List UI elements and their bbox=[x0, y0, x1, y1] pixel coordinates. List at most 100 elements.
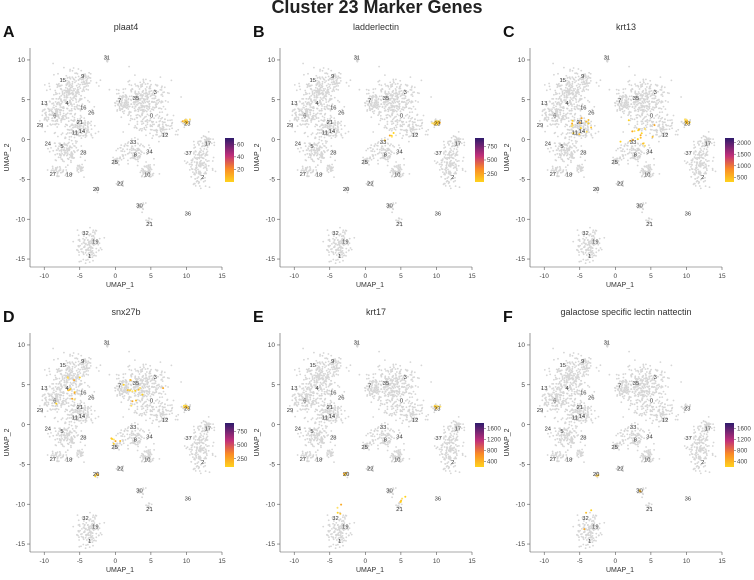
cell-point bbox=[378, 79, 381, 82]
cell-point bbox=[160, 101, 163, 104]
cell-point bbox=[59, 98, 62, 101]
cell-point bbox=[141, 123, 143, 125]
cluster-label: 20 bbox=[343, 187, 349, 193]
cell-point bbox=[328, 251, 330, 254]
cell-point bbox=[129, 119, 132, 122]
cell-point bbox=[74, 91, 77, 94]
cell-point bbox=[136, 116, 139, 119]
cell-point bbox=[210, 142, 213, 145]
cell-point bbox=[75, 142, 77, 144]
cell-point bbox=[321, 115, 324, 118]
cell-point bbox=[66, 92, 68, 94]
cell-point bbox=[98, 249, 100, 252]
cell-point bbox=[394, 101, 397, 104]
cell-point bbox=[315, 96, 318, 99]
cell-point bbox=[456, 160, 459, 163]
cell-point bbox=[555, 97, 558, 100]
cell-point bbox=[628, 79, 631, 82]
cell-point bbox=[369, 95, 371, 97]
cell-point bbox=[333, 176, 335, 179]
cell-point bbox=[71, 76, 74, 78]
cell-point bbox=[332, 251, 334, 254]
cell-point bbox=[312, 114, 314, 117]
cell-point bbox=[408, 115, 411, 118]
cell-point bbox=[66, 107, 68, 110]
cell-point bbox=[338, 261, 341, 263]
cell-point bbox=[552, 123, 554, 126]
cell-point bbox=[460, 142, 463, 145]
cell-point bbox=[174, 133, 177, 136]
cell-point bbox=[69, 102, 72, 104]
cell-point bbox=[452, 164, 455, 167]
cell-point bbox=[646, 113, 649, 116]
cell-point bbox=[149, 117, 152, 120]
cell-point bbox=[313, 151, 316, 154]
x-tick-label: 5 bbox=[649, 273, 653, 280]
cell-point bbox=[327, 234, 330, 237]
cell-point bbox=[66, 150, 69, 153]
cell-point bbox=[373, 145, 376, 148]
cell-point bbox=[313, 96, 316, 99]
cell-point bbox=[323, 89, 325, 92]
cell-point bbox=[150, 175, 153, 178]
cell-point bbox=[75, 132, 78, 134]
cell-point bbox=[85, 134, 87, 137]
cell-point bbox=[131, 87, 134, 90]
cell-point bbox=[378, 105, 381, 108]
umap-points bbox=[538, 54, 717, 265]
cell-point bbox=[442, 152, 445, 155]
cell-point bbox=[76, 86, 79, 89]
cell-point bbox=[403, 164, 405, 166]
cell-point bbox=[127, 145, 129, 147]
cluster-label: 2 bbox=[201, 175, 204, 181]
cell-point bbox=[341, 253, 343, 256]
cell-point bbox=[308, 96, 311, 98]
cell-point bbox=[134, 136, 136, 139]
cell-point bbox=[86, 248, 88, 251]
cell-point bbox=[309, 169, 312, 171]
cell-point bbox=[78, 91, 80, 94]
cell-point bbox=[377, 114, 379, 117]
cell-point bbox=[134, 125, 137, 127]
cell-point bbox=[202, 152, 205, 155]
cell-point bbox=[57, 156, 60, 159]
cell-point bbox=[563, 107, 565, 109]
cell-point bbox=[337, 247, 340, 250]
cell-point bbox=[115, 88, 118, 91]
cell-point bbox=[639, 81, 642, 84]
cell-point bbox=[192, 171, 194, 174]
cell-point bbox=[74, 108, 77, 111]
cell-point bbox=[320, 124, 323, 127]
cell-point bbox=[82, 253, 85, 256]
cell-point bbox=[150, 83, 153, 86]
cell-point bbox=[64, 115, 67, 117]
cell-point bbox=[655, 105, 658, 108]
cell-point bbox=[659, 76, 662, 78]
cell-point bbox=[123, 145, 126, 148]
cell-point bbox=[122, 154, 125, 157]
cluster-label: 33 bbox=[130, 140, 136, 146]
cell-point bbox=[60, 102, 63, 105]
cell-point bbox=[105, 60, 108, 62]
cell-point bbox=[94, 132, 97, 135]
cell-point bbox=[421, 119, 423, 121]
cell-point bbox=[566, 79, 568, 82]
cell-point bbox=[54, 120, 57, 123]
cell-point bbox=[58, 85, 61, 88]
cell-point bbox=[70, 119, 73, 121]
cell-point bbox=[372, 157, 375, 160]
cell-point bbox=[372, 104, 375, 107]
cell-point bbox=[58, 103, 61, 105]
cell-point bbox=[328, 260, 331, 263]
cell-point bbox=[56, 112, 58, 115]
cell-point bbox=[570, 89, 573, 92]
cell-point bbox=[148, 90, 151, 93]
cell-point bbox=[339, 233, 342, 236]
cluster-label: 0 bbox=[400, 114, 403, 120]
cell-point bbox=[427, 128, 430, 131]
cell-point bbox=[390, 129, 393, 132]
cell-point bbox=[89, 80, 92, 82]
cell-point bbox=[69, 92, 72, 95]
cell-point bbox=[545, 116, 548, 118]
cell-point bbox=[156, 103, 158, 106]
